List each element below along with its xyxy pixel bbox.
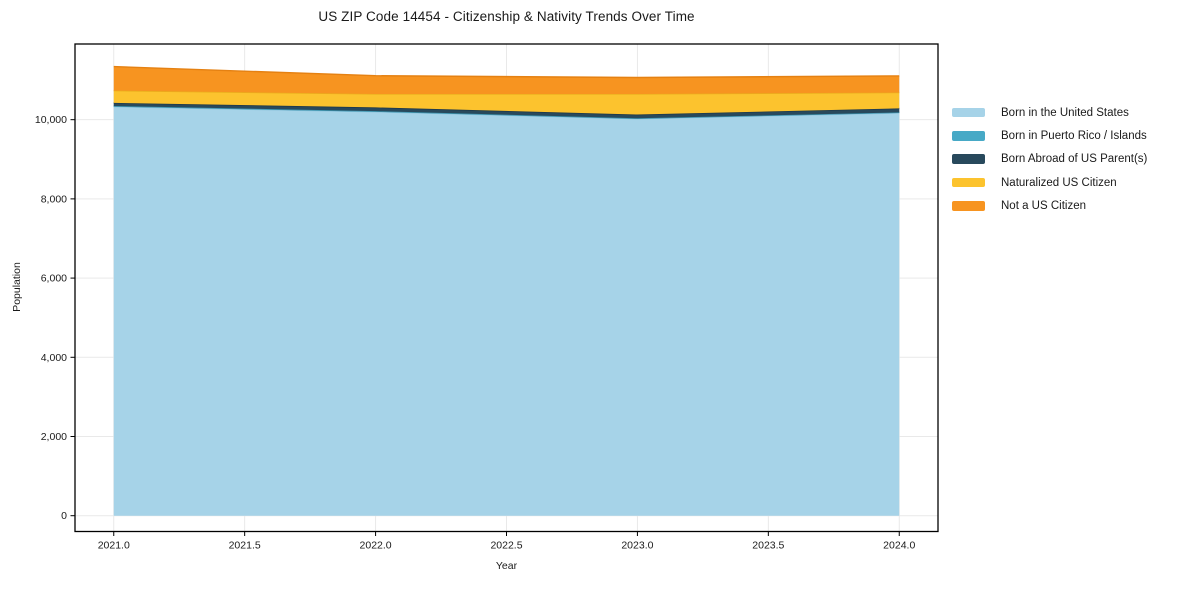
chart-legend: Born in the United States Born in Puerto … [952,101,1147,217]
x-tick-label: 2023.0 [621,540,653,552]
area-edge-4 [113,65,900,79]
y-tick-label: 2,000 [41,431,67,443]
y-tick-label: 8,000 [41,193,67,205]
legend-swatch-icon [952,107,985,118]
legend-swatch-icon [952,131,985,141]
legend-item-3: Naturalized US Citizen [952,171,1147,194]
legend-item-2: Born Abroad of US Parent(s) [952,148,1147,171]
legend-swatch-icon [952,201,985,211]
legend-item-1: Born in Puerto Rico / Islands [952,124,1147,147]
legend-label: Born in the United States [1001,106,1129,119]
legend-label: Born Abroad of US Parent(s) [1001,153,1148,166]
y-tick-label: 10,000 [35,114,67,126]
y-tick-label: 6,000 [41,273,67,285]
legend-label: Born in Puerto Rico / Islands [1001,129,1147,142]
x-tick-label: 2022.5 [490,540,522,552]
y-axis-label: Population [11,262,23,312]
legend-swatch-icon [952,154,985,164]
y-tick-label: 0 [61,510,67,522]
area-series-0 [113,106,900,516]
x-axis-label: Year [495,560,518,572]
x-tick-label: 2021.0 [98,540,130,552]
x-tick-label: 2023.5 [752,540,784,552]
x-tick-label: 2022.0 [360,540,392,552]
legend-item-0: Born in the United States [952,101,1147,124]
x-tick-label: 2024.0 [883,540,915,552]
chart-title: US ZIP Code 14454 - Citizenship & Nativi… [318,9,695,24]
legend-label: Naturalized US Citizen [1001,176,1117,189]
legend-swatch-icon [952,177,985,188]
legend-label: Not a US Citizen [1001,199,1087,212]
area-series-3 [113,90,900,115]
x-tick-label: 2021.5 [229,540,261,552]
y-tick-label: 4,000 [41,352,67,364]
legend-item-4: Not a US Citizen [952,194,1147,217]
